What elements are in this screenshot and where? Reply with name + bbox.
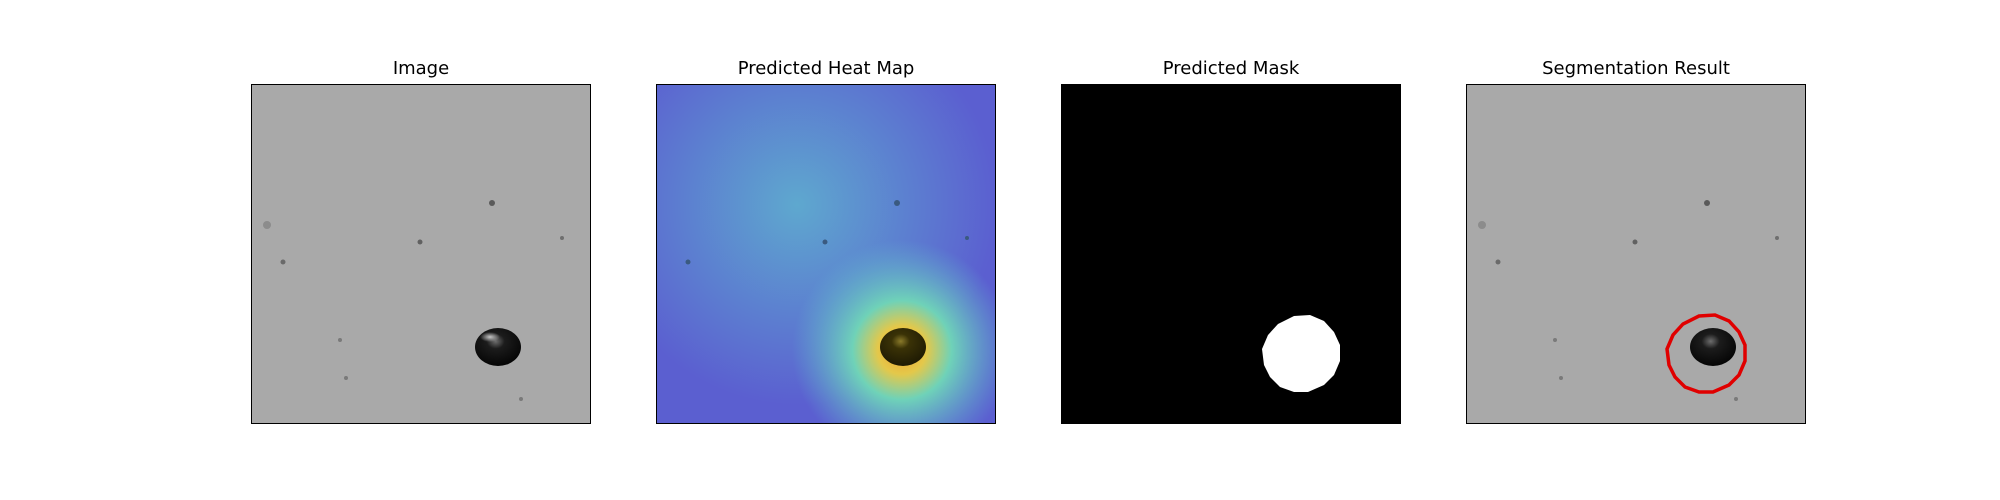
image-frame xyxy=(251,84,591,424)
panel-title-mask: Predicted Mask xyxy=(1162,58,1300,79)
mask-image xyxy=(1062,85,1400,423)
panel-title-segmentation: Segmentation Result xyxy=(1542,58,1730,79)
segmentation-image xyxy=(1467,85,1805,423)
input-image xyxy=(252,85,590,423)
panel-mask: Predicted Mask xyxy=(1061,0,1401,500)
mask-blob xyxy=(1262,315,1340,392)
panel-image: Image xyxy=(251,0,591,500)
heat-map-image xyxy=(657,85,995,423)
segmentation-contour xyxy=(1665,313,1747,394)
heat-map-frame xyxy=(656,84,996,424)
panel-heat-map: Predicted Heat Map xyxy=(656,0,996,500)
panel-title-image: Image xyxy=(392,58,450,79)
segmentation-frame xyxy=(1466,84,1806,424)
panel-title-heat-map: Predicted Heat Map xyxy=(737,58,915,79)
panel-segmentation: Segmentation Result xyxy=(1466,0,1806,500)
mask-frame xyxy=(1061,84,1401,424)
